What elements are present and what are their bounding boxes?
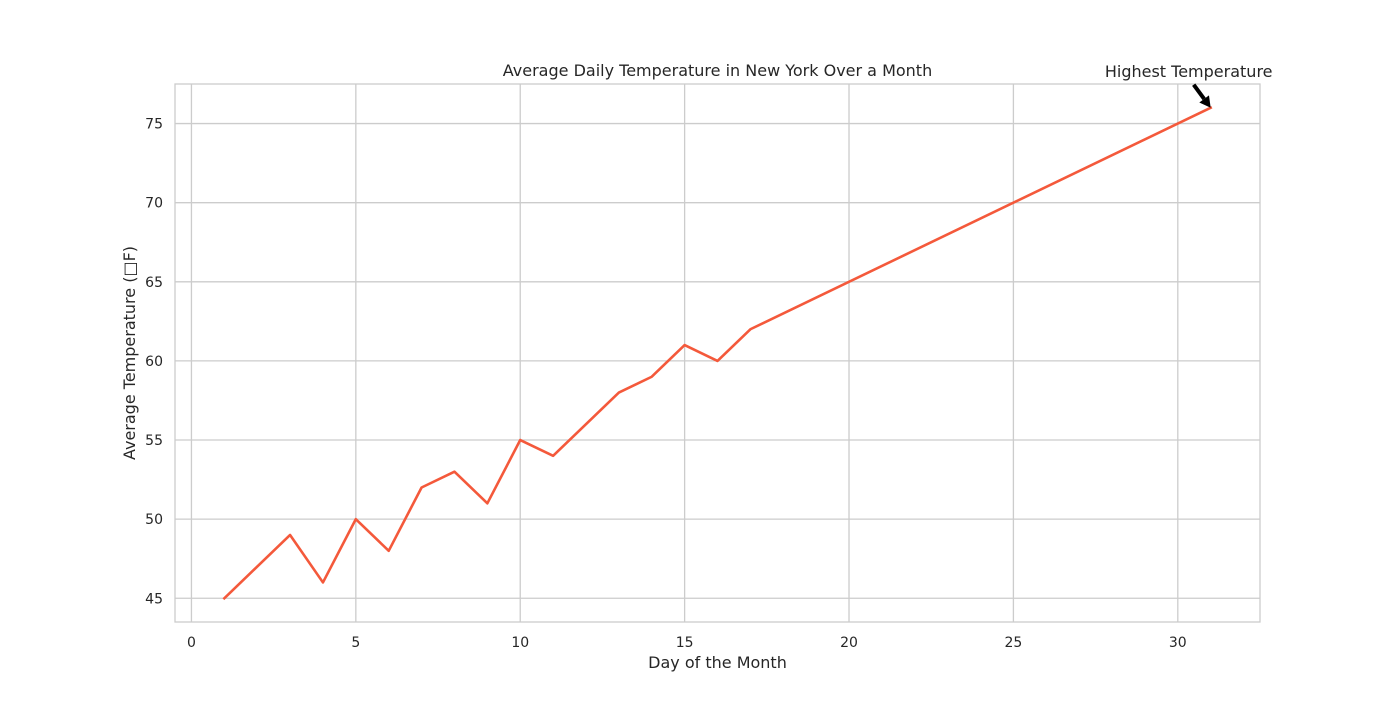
y-tick-label: 70	[145, 196, 163, 212]
x-tick-label: 30	[1169, 635, 1187, 651]
x-tick-label: 10	[511, 635, 529, 651]
x-axis-label: Day of the Month	[648, 653, 787, 672]
x-tick-label: 0	[187, 635, 196, 651]
y-tick-label: 65	[145, 275, 163, 291]
y-tick-label: 55	[145, 433, 163, 449]
y-tick-label: 60	[145, 354, 163, 370]
x-tick-label: 5	[351, 635, 360, 651]
annotation-text: Highest Temperature	[1105, 62, 1273, 81]
y-tick-label: 45	[145, 591, 163, 607]
x-tick-label: 20	[840, 635, 858, 651]
x-tick-label: 25	[1004, 635, 1022, 651]
y-tick-label: 75	[145, 117, 163, 133]
chart-title: Average Daily Temperature in New York Ov…	[503, 61, 932, 80]
y-tick-label: 50	[145, 512, 163, 528]
x-tick-label: 15	[676, 635, 694, 651]
y-axis-label: Average Temperature (□F)	[120, 246, 139, 460]
